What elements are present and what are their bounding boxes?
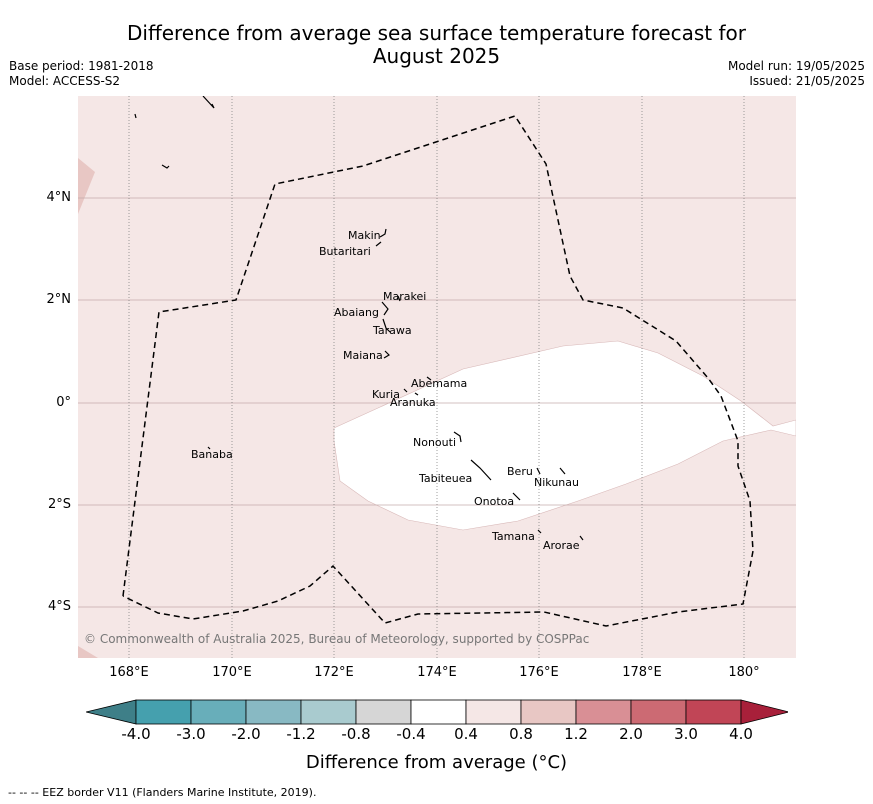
place-label-onotoa: Onotoa	[474, 495, 515, 508]
title-line-1: Difference from average sea surface temp…	[126, 21, 746, 45]
colorbar-tick-label: 3.0	[674, 725, 698, 743]
lon-label-176e: 176°E	[519, 665, 559, 680]
base-period: Base period: 1981-2018	[9, 59, 154, 73]
place-label-marakei: Marakei	[383, 290, 427, 303]
place-label-tabiteuea: Tabiteuea	[419, 472, 473, 485]
colorbar-segment	[190, 699, 247, 725]
colorbar-segment	[630, 699, 687, 725]
place-label-arorae: Arorae	[543, 539, 580, 552]
colorbar-tick-label: 2.0	[619, 725, 643, 743]
model-run: Model run: 19/05/2025	[727, 59, 865, 73]
lon-label-178e: 178°E	[622, 665, 662, 680]
place-label-kuria: Kuria	[372, 388, 400, 401]
lat-label-2s: 2°S	[47, 497, 71, 512]
lat-label-0: 0°	[56, 395, 71, 410]
colorbar-label: Difference from average (°C)	[305, 752, 568, 773]
title-line-2: August 2025	[372, 44, 501, 68]
issued-date: Issued: 21/05/2025	[749, 74, 865, 88]
lon-label-168e: 168°E	[109, 665, 149, 680]
meta-right: Model run: 19/05/2025 Issued: 21/05/2025	[728, 59, 865, 89]
colorbar-under-arrow	[86, 699, 137, 725]
colorbar-tick-label: -3.0	[176, 725, 206, 743]
lon-label-180: 180°	[728, 665, 760, 680]
colorbar-tick-label: 0.4	[454, 725, 478, 743]
islands	[134, 96, 584, 541]
place-label-aranuka: Aranuka	[390, 396, 436, 409]
lat-label-4s: 4°S	[47, 599, 71, 614]
colorbar-segment	[685, 699, 742, 725]
colorbar-segment	[300, 699, 357, 725]
colorbar-segment	[135, 699, 192, 725]
colorbar-segment	[465, 699, 522, 725]
place-label-makin: Makin	[348, 229, 381, 242]
place-label-tamana: Tamana	[492, 530, 535, 543]
colorbar-segment	[245, 699, 302, 725]
lon-label-170e: 170°E	[212, 665, 252, 680]
place-label-tarawa: Tarawa	[373, 324, 412, 337]
colorbar	[86, 699, 788, 725]
colorbar-tick-label: -2.0	[231, 725, 261, 743]
place-label-beru: Beru	[507, 465, 533, 478]
eez-border	[122, 115, 754, 627]
place-label-butaritari: Butaritari	[319, 245, 371, 258]
map-graphics	[78, 96, 796, 658]
warm-anomaly-patch-west	[78, 158, 95, 214]
colorbar-tick-label: 0.8	[509, 725, 533, 743]
meta-left: Base period: 1981-2018 Model: ACCESS-S2	[9, 59, 154, 89]
place-label-nikunau: Nikunau	[534, 476, 579, 489]
place-label-abaiang: Abaiang	[334, 306, 379, 319]
meridians	[128, 96, 745, 658]
copyright-notice: © Commonwealth of Australia 2025, Bureau…	[84, 632, 590, 646]
colorbar-tick-label: -4.0	[121, 725, 151, 743]
colorbar-tick-label: -0.4	[396, 725, 426, 743]
map-area[interactable]: Makin Butaritari Marakei Abaiang Tarawa …	[78, 96, 796, 658]
colorbar-tick-label: -1.2	[286, 725, 316, 743]
eez-footnote: -- -- -- EEZ border V11 (Flanders Marine…	[8, 786, 317, 799]
map-title: Difference from average sea surface temp…	[0, 22, 873, 68]
lon-label-174e: 174°E	[417, 665, 457, 680]
model-name: Model: ACCESS-S2	[9, 74, 121, 88]
colorbar-tick-label: 1.2	[564, 725, 588, 743]
lon-label-172e: 172°E	[314, 665, 354, 680]
colorbar-segment	[520, 699, 577, 725]
colorbar-over-arrow	[740, 699, 788, 725]
place-label-maiana: Maiana	[343, 349, 383, 362]
colorbar-tick-label: 4.0	[729, 725, 753, 743]
lat-label-4n: 4°N	[46, 190, 72, 205]
colorbar-tick-label: -0.8	[341, 725, 371, 743]
warm-anomaly-patch-southwest	[78, 646, 98, 658]
place-label-abemama: Abemama	[411, 377, 468, 390]
neutral-anomaly-region	[333, 340, 796, 531]
colorbar-segment	[410, 699, 467, 725]
colorbar-segment	[355, 699, 412, 725]
place-label-banaba: Banaba	[191, 448, 233, 461]
place-label-nonouti: Nonouti	[413, 436, 457, 449]
colorbar-segment	[575, 699, 632, 725]
lat-label-2n: 2°N	[46, 292, 72, 307]
